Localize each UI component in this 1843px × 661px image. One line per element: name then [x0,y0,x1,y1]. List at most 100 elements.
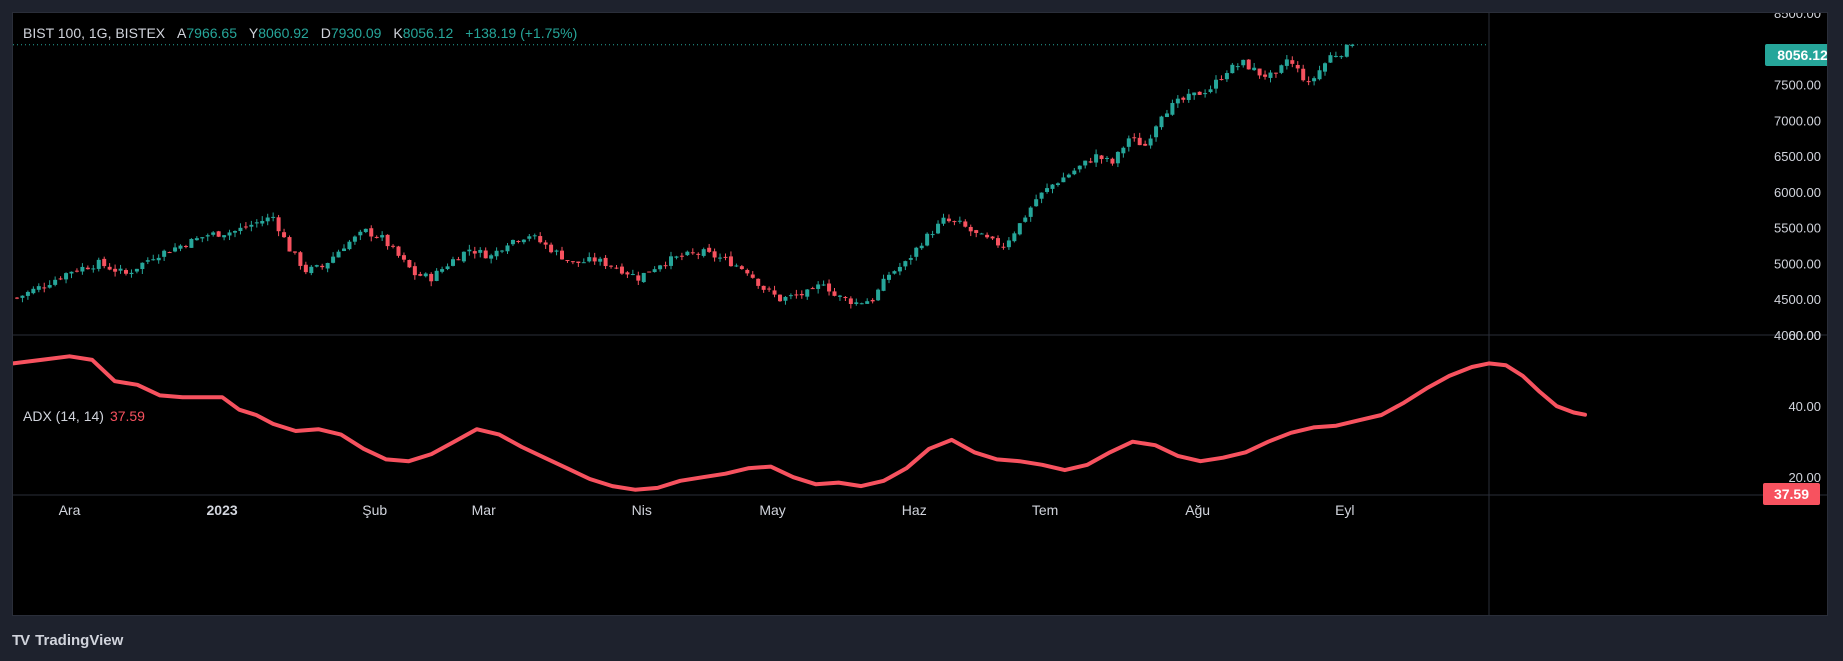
candle-body [1055,183,1060,185]
candle-body [783,296,788,301]
candle-body [434,270,439,281]
candle-body [1263,74,1268,77]
candle-body [183,246,188,248]
candle-body [865,301,870,304]
candle-body [227,232,232,236]
candle-body [1203,93,1208,95]
candle-body [1159,116,1164,128]
candle-body [696,253,701,255]
candle-body [483,250,488,259]
symbol-label[interactable]: BIST 100, 1G, BISTEX [23,25,166,41]
open-label: A [177,25,187,41]
adx-value: 37.59 [109,408,145,424]
candle-body [592,257,597,262]
candle-body [641,272,646,283]
candle-body [423,273,428,277]
candle-body [42,287,47,289]
candle-body [914,247,919,257]
adx-label[interactable]: ADX (14, 14) [23,408,104,424]
candle-body [178,245,183,249]
candle-body [837,295,842,297]
candle-body [930,234,935,236]
candle-body [827,283,832,292]
candle-body [1132,137,1137,139]
candle-body [761,285,766,290]
candle-body [767,288,772,290]
candle-body [429,273,434,282]
time-axis-label: 2023 [207,502,238,518]
candle-body [549,244,554,253]
candle-body [325,262,330,269]
candle-body [260,220,265,224]
candle-body [1257,68,1262,76]
candle-body [636,275,641,281]
candle-body [723,256,728,258]
tradingview-brand[interactable]: TV TradingView [12,630,123,650]
time-axis-label: Tem [1032,502,1058,518]
candle-body [211,232,216,235]
candle-body [374,236,379,238]
candle-body [532,235,537,237]
ohlc-legend: BIST 100, 1G, BISTEX A7966.65 Y8060.92 D… [23,25,577,41]
candle-body [412,266,417,276]
change-value: +138.19 (+1.75%) [465,25,578,41]
chart-frame[interactable]: 8500.008000.007500.007000.006500.006000.… [12,12,1828,616]
candle-body [848,298,853,305]
candle-body [1295,64,1300,69]
candle-body [140,262,145,270]
candle-body [129,272,134,275]
candle-body [440,269,445,272]
candle-body [941,217,946,224]
candle-body [832,291,837,296]
candle-body [271,216,276,218]
candle-body [609,265,614,267]
candle-body [1115,151,1120,164]
candle-body [1164,113,1169,118]
candle-body [173,247,178,252]
candle-body [1066,174,1071,178]
candle-body [560,250,564,260]
price-axis-tick-label: 6000.00 [1774,185,1821,200]
candle-body [919,245,924,249]
candle-body [521,239,526,243]
candle-body [249,224,254,227]
candle-body [887,274,891,280]
candle-body [756,278,761,286]
candle-body [957,220,962,222]
candle-body [1137,137,1142,146]
candle-body [946,218,951,222]
candle-body [200,237,205,239]
candle-body [1235,66,1240,68]
candle-body [1252,67,1257,71]
close-value: 8056.12 [402,25,454,41]
candle-body [1197,91,1202,95]
candle-body [690,252,695,254]
candle-body [1186,93,1191,100]
candle-body [1121,147,1126,154]
price-axis-tick-label: 4500.00 [1774,292,1821,307]
adx-legend: ADX (14, 14) 37.59 [23,408,145,424]
candle-body [64,273,69,280]
candle-body [952,221,957,223]
candle-body [1246,59,1251,70]
candle-body [1344,44,1349,57]
candle-body [1273,72,1278,74]
candle-body [391,245,396,247]
candle-body [734,265,739,267]
candle-body [1099,155,1104,160]
candle-body [467,249,472,252]
candle-body [658,265,663,270]
candle-body [1072,170,1077,175]
candle-body [1083,160,1088,166]
candle-body [674,256,679,258]
candle-body [897,266,902,272]
chart-canvas[interactable]: 8500.008000.007500.007000.006500.006000.… [13,13,1828,616]
candle-body [510,239,515,245]
candle-body [619,266,624,274]
candle-body [799,293,804,296]
candle-body [36,286,41,290]
candle-body [1333,55,1338,57]
candle-body [461,251,466,262]
candle-body [445,266,450,270]
candle-body [107,266,112,270]
